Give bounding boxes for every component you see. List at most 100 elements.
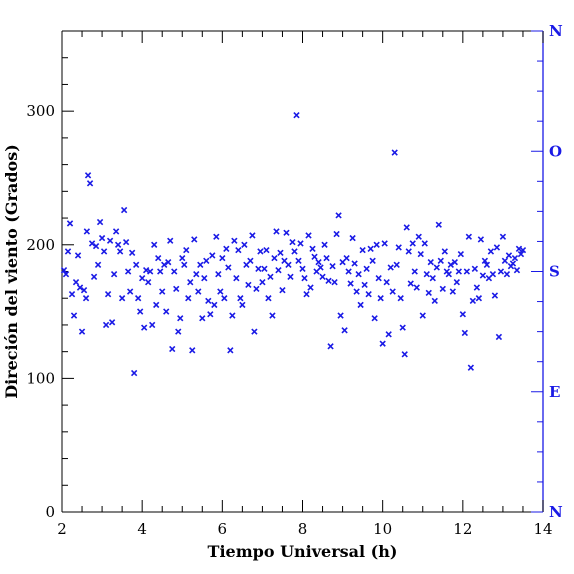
data-point (72, 279, 80, 286)
x-axis-label: Tiempo Universal (h) (208, 542, 398, 561)
data-point (483, 261, 491, 268)
data-point (183, 246, 190, 254)
data-point (367, 245, 374, 252)
data-point (92, 242, 100, 250)
data-point (403, 224, 410, 231)
data-point (505, 252, 513, 259)
data-point (149, 321, 156, 329)
data-point (411, 268, 418, 275)
data-point (64, 248, 72, 255)
data-point (84, 172, 92, 179)
data-point (441, 248, 448, 255)
data-point (299, 265, 306, 272)
data-point (377, 295, 384, 302)
data-point (399, 324, 406, 331)
data-point (423, 271, 430, 278)
data-point (413, 284, 420, 291)
data-point (311, 253, 318, 260)
data-point (285, 261, 292, 268)
data-point (497, 268, 505, 275)
data-point (473, 284, 481, 291)
data-point (381, 240, 388, 247)
data-point (319, 273, 326, 281)
data-point (373, 241, 380, 248)
data-point (351, 260, 358, 267)
data-point (136, 308, 144, 315)
data-point (163, 308, 170, 315)
x-tick-label: 2 (57, 520, 67, 538)
data-point (106, 237, 114, 244)
data-point (86, 180, 94, 187)
data-point (187, 279, 194, 286)
data-point (271, 254, 278, 262)
data-point (461, 329, 469, 337)
data-point (283, 229, 290, 236)
data-point (199, 315, 206, 322)
data-point (513, 266, 521, 274)
data-point (155, 254, 162, 262)
data-point (463, 268, 471, 275)
data-point (219, 254, 226, 262)
data-point (251, 328, 258, 335)
data-point (139, 275, 146, 282)
data-point (337, 312, 344, 319)
data-point (74, 252, 82, 259)
data-point (108, 319, 116, 326)
data-point (309, 245, 316, 252)
data-point (447, 261, 454, 268)
data-point (481, 257, 489, 264)
data-point (321, 241, 328, 248)
data-point (261, 265, 268, 272)
data-point (289, 238, 296, 246)
data-point (273, 228, 280, 235)
data-point (159, 288, 166, 295)
data-point (407, 280, 414, 287)
data-point (185, 295, 192, 302)
data-point (419, 312, 426, 319)
data-point (110, 271, 118, 278)
data-point (235, 246, 242, 254)
data-point (395, 244, 402, 251)
data-point (301, 275, 308, 282)
data-point (153, 301, 160, 309)
data-point (167, 237, 174, 244)
data-point (455, 268, 462, 275)
data-point (487, 248, 495, 255)
data-point (62, 271, 70, 278)
data-point (213, 233, 220, 240)
data-point (297, 240, 304, 247)
data-point (475, 295, 483, 302)
data-point (124, 268, 132, 275)
data-point (509, 260, 517, 267)
data-point (197, 261, 204, 268)
data-point (519, 246, 527, 254)
data-point (233, 275, 240, 282)
data-point (78, 328, 86, 335)
data-point (467, 364, 475, 371)
data-point (80, 287, 88, 294)
data-point (383, 279, 390, 286)
data-point (189, 347, 196, 354)
data-point (353, 288, 360, 295)
x-tick-label: 6 (218, 520, 228, 538)
data-point (307, 284, 314, 291)
data-point (201, 275, 208, 282)
data-point (361, 281, 368, 289)
data-point (275, 266, 282, 274)
data-point (341, 327, 348, 334)
compass-label: S (549, 263, 560, 281)
data-point (147, 268, 154, 275)
data-point (227, 347, 234, 354)
data-point (363, 265, 370, 272)
data-point (305, 232, 312, 239)
data-point (457, 250, 464, 258)
data-point (102, 321, 110, 329)
data-point (122, 238, 130, 246)
data-point (104, 291, 112, 298)
data-point (357, 301, 364, 309)
data-point (511, 254, 519, 262)
compass-label: N (549, 22, 563, 40)
data-point (116, 248, 124, 255)
data-point (347, 280, 354, 287)
